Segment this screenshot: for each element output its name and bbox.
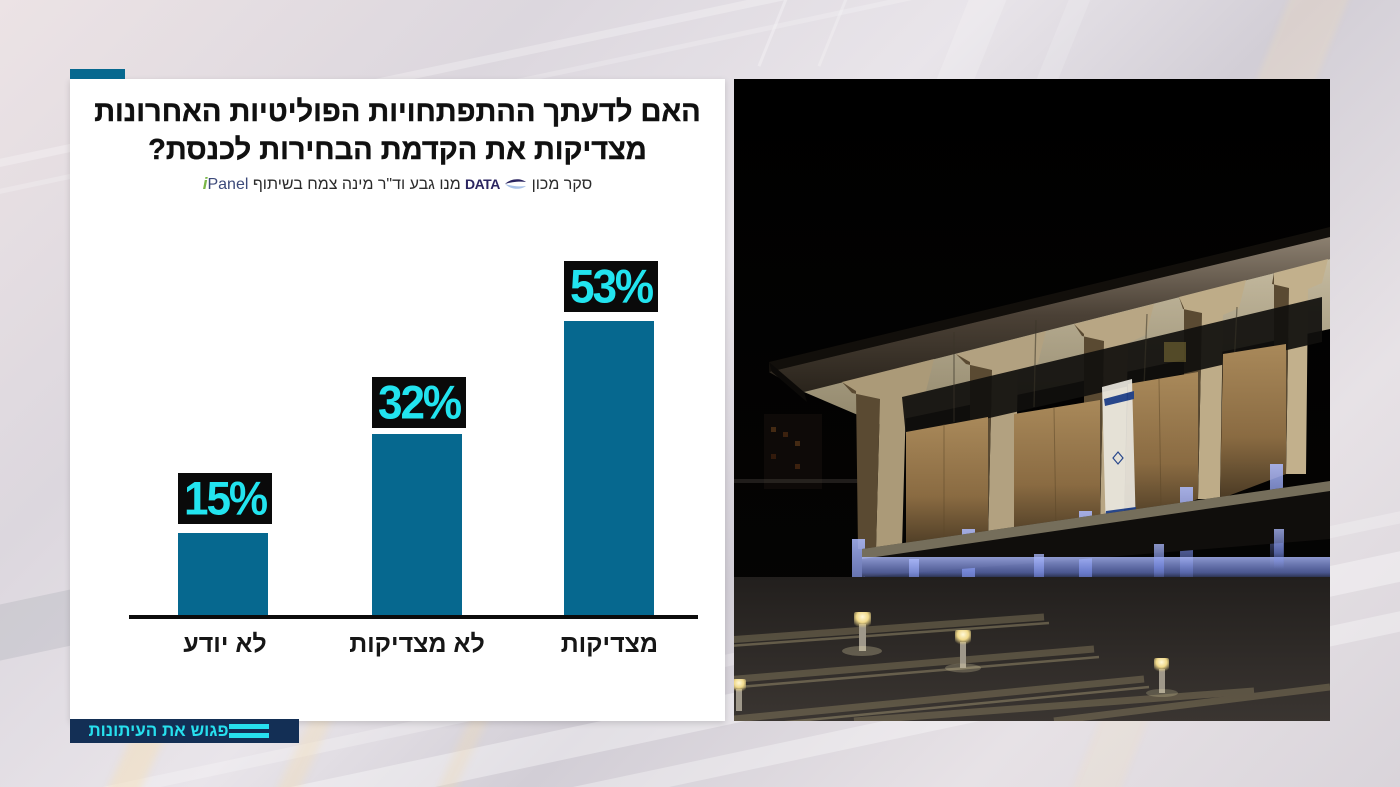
svg-text:DATA: DATA — [465, 176, 500, 192]
